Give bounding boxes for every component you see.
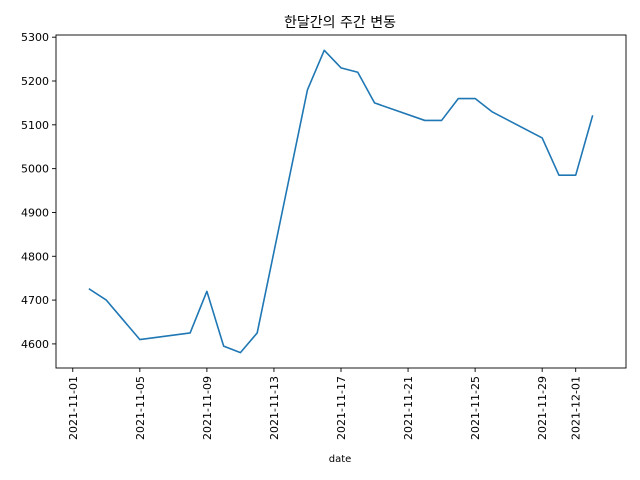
chart-title: 한달간의 주간 변동 xyxy=(284,15,396,31)
y-tick-label: 5300 xyxy=(21,31,49,44)
series-line-0 xyxy=(88,49,594,354)
x-tick-label: 2021-11-29 xyxy=(536,376,549,440)
y-tick-label: 5000 xyxy=(21,163,49,176)
x-tick-label: 2021-11-05 xyxy=(134,376,147,440)
x-tick-label: 2021-11-25 xyxy=(469,376,482,440)
y-tick-label: 5200 xyxy=(21,75,49,88)
y-tick-label: 4700 xyxy=(21,294,49,307)
x-tick-label: 2021-11-21 xyxy=(402,376,415,440)
y-tick-label: 4900 xyxy=(21,206,49,219)
x-tick-label: 2021-11-09 xyxy=(201,376,214,440)
plot-area: 4600 4700 4800 4900 5000 5100 5200 5300 2021-11-… xyxy=(21,31,627,440)
x-tick-label: 2021-11-17 xyxy=(335,376,348,440)
y-tick-label: 4600 xyxy=(21,338,49,351)
y-tick-label: 4800 xyxy=(21,250,49,263)
x-tick-label: 2021-11-13 xyxy=(268,376,281,440)
y-tick-label: 5100 xyxy=(21,119,49,132)
x-axis-title: date xyxy=(329,454,352,465)
plot-frame xyxy=(55,34,627,369)
x-tick-label: 2021-11-01 xyxy=(67,376,80,440)
x-tick-label: 2021-12-01 xyxy=(570,376,583,440)
